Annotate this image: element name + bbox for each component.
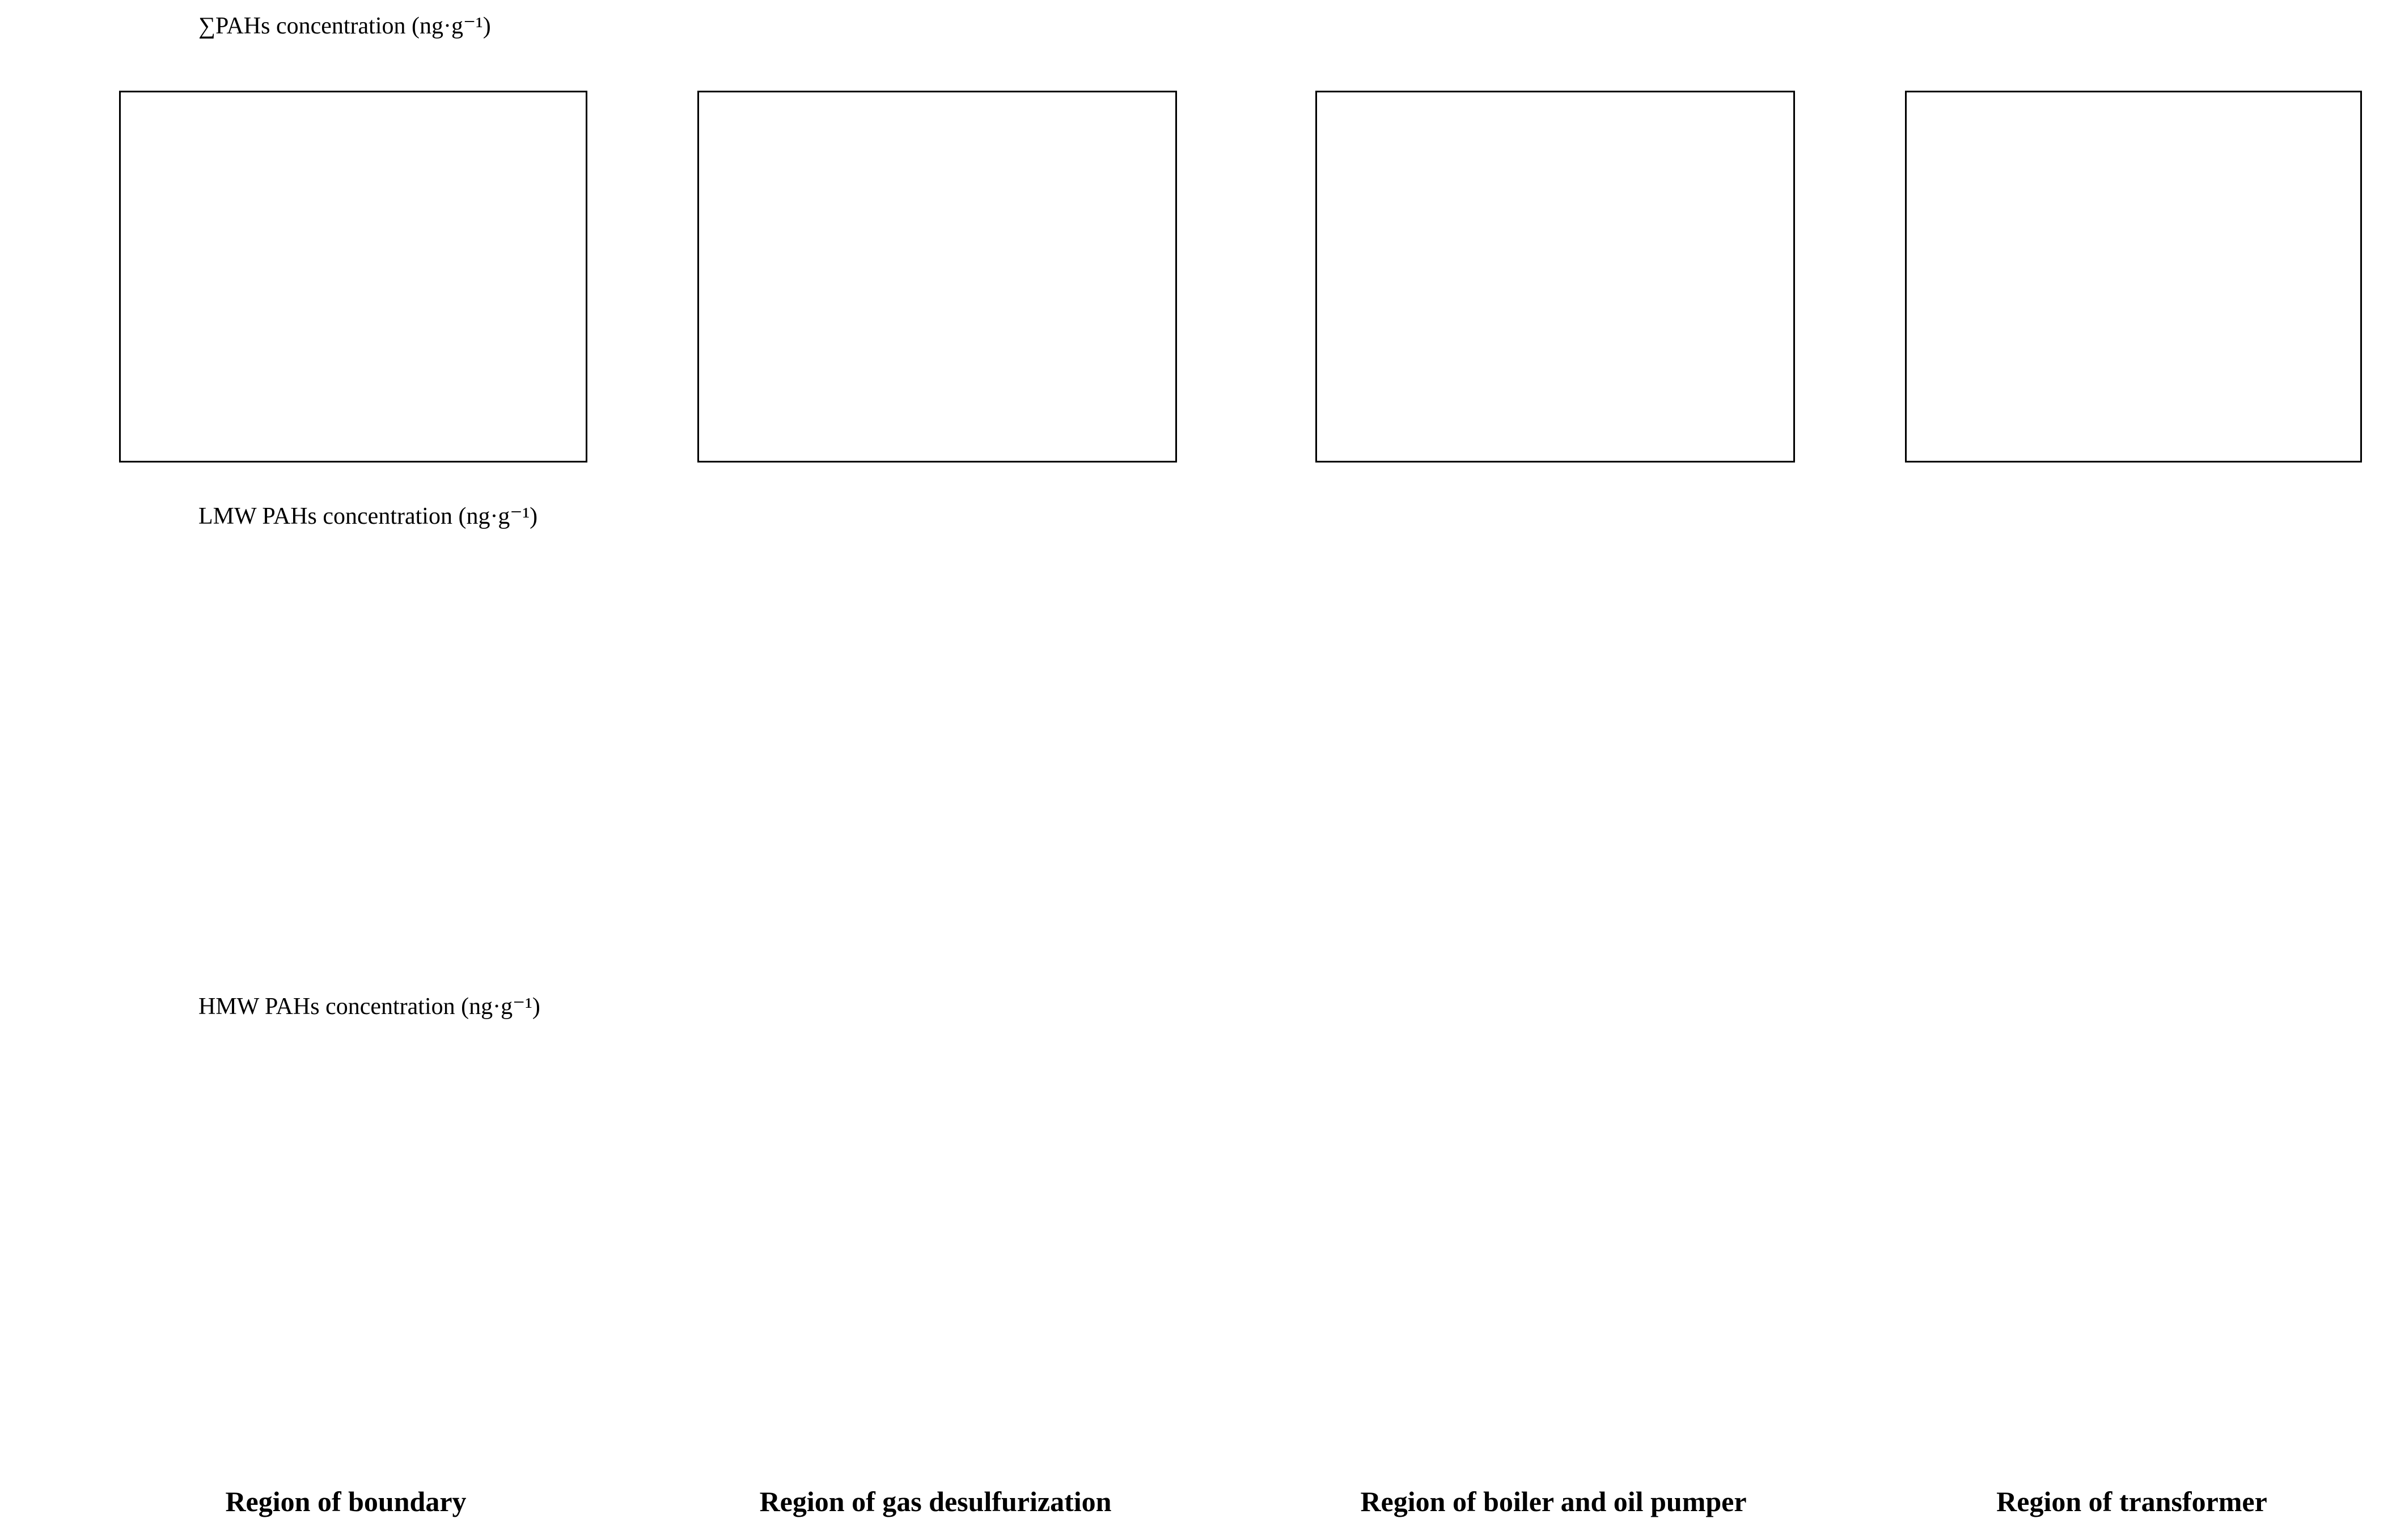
- row-2-label: LMW PAHs concentration (ng·g⁻¹): [198, 503, 538, 529]
- column-title-boiler-oil-pumper: Region of boiler and oil pumper: [1360, 1486, 1747, 1517]
- column-title-transformer: Region of transformer: [1996, 1486, 2267, 1517]
- row-1-label: ∑PAHs concentration (ng·g⁻¹): [198, 13, 491, 39]
- column-title-boundary: Region of boundary: [225, 1486, 467, 1517]
- panel-r1-c1: [119, 91, 587, 463]
- panel-r1-c2: [697, 91, 1177, 463]
- row-3-label: HMW PAHs concentration (ng·g⁻¹): [198, 994, 540, 1020]
- panel-r1-c3: [1315, 91, 1795, 463]
- panel-r1-c4: [1905, 91, 2362, 463]
- column-title-gas-desulfurization: Region of gas desulfurization: [759, 1486, 1112, 1517]
